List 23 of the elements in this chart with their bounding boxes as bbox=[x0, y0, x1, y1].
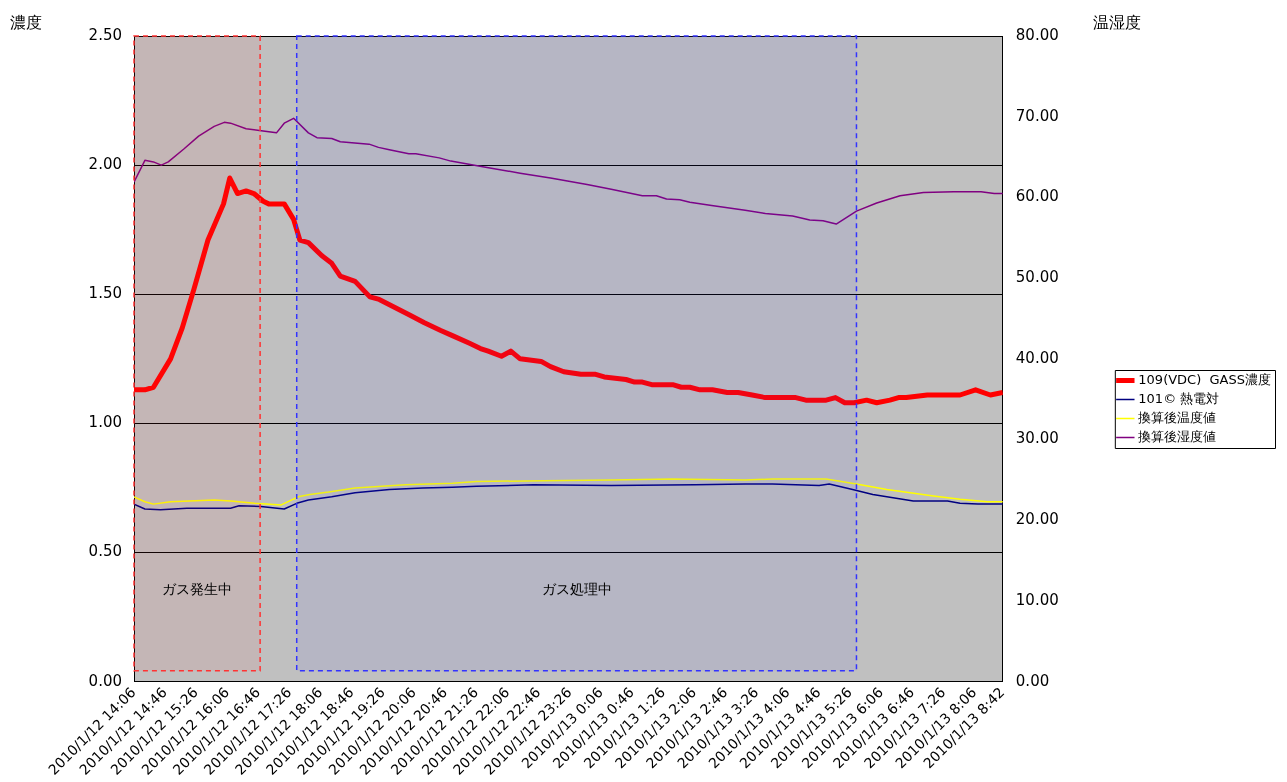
y-tick-label: 2.50 bbox=[88, 25, 122, 44]
legend-label: 換算後温度値 bbox=[1138, 409, 1217, 425]
y2-tick-label: 10.00 bbox=[1015, 590, 1059, 609]
legend-label: 109(VDC) GASS濃度 bbox=[1138, 371, 1272, 387]
band-label: ガス発生中 bbox=[162, 581, 233, 598]
y2-tick-label: 30.00 bbox=[1015, 429, 1059, 448]
y-tick-label: 0.00 bbox=[88, 671, 122, 690]
y2-tick-label: 0.00 bbox=[1015, 671, 1050, 690]
y2-tick-label: 40.00 bbox=[1015, 348, 1059, 367]
y2-tick-label: 60.00 bbox=[1015, 187, 1059, 206]
y2-tick-label: 20.00 bbox=[1015, 510, 1059, 529]
y2-tick-label: 70.00 bbox=[1015, 106, 1059, 125]
y-tick-label: 2.00 bbox=[88, 155, 122, 174]
y2-axis-title: 温湿度 bbox=[1092, 13, 1141, 33]
y2-tick-label: 80.00 bbox=[1015, 25, 1059, 44]
y-tick-label: 0.50 bbox=[88, 542, 122, 561]
y-tick-label: 1.50 bbox=[88, 284, 122, 303]
y-axis-title: 濃度 bbox=[10, 13, 42, 33]
y2-tick-label: 50.00 bbox=[1015, 268, 1059, 287]
y-tick-label: 1.00 bbox=[88, 413, 122, 432]
legend-label: 換算後湿度値 bbox=[1138, 428, 1217, 444]
band-label: ガス処理中 bbox=[541, 581, 612, 598]
legend-label: 101© 熱電対 bbox=[1138, 390, 1220, 406]
